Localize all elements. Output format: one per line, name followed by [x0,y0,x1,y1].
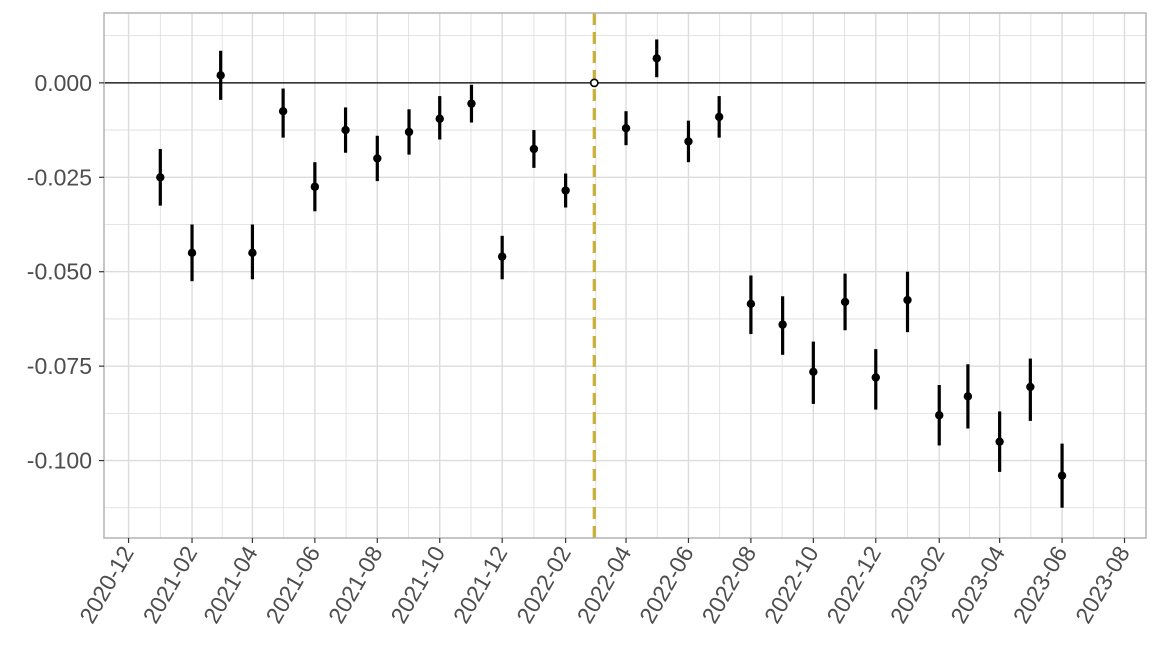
y-tick-label: -0.100 [27,448,92,474]
point-marker [935,411,944,420]
point-marker [467,99,476,108]
point-marker [278,107,288,116]
reference-lines [104,13,1146,538]
point-marker [778,320,787,329]
point-marker [1057,471,1067,480]
point-marker [187,248,197,258]
point-marker [248,248,257,258]
point-marker [684,137,693,146]
point-marker [497,252,507,261]
y-tick-label: 0.000 [34,70,92,96]
y-tick-label: -0.025 [27,164,92,190]
point-marker [871,373,880,382]
point-marker [156,173,165,182]
point-marker [561,186,570,195]
reference-point-marker [589,78,599,88]
point-marker [840,297,850,307]
y-tick-label: -0.075 [27,353,92,379]
point-marker [529,144,539,154]
point-marker [621,123,631,133]
point-marker [1026,382,1035,392]
point-marker [963,392,973,401]
point-marker [746,299,756,309]
point-marker [995,437,1004,446]
point-marker [341,125,350,135]
data-points [156,39,1067,508]
point-marker [714,112,724,122]
point-marker [373,154,382,163]
point-marker [652,54,661,63]
point-marker [809,367,818,377]
point-marker [404,127,414,137]
point-marker [310,182,320,191]
point-marker [435,114,444,123]
point-marker [903,295,912,305]
point-marker [216,71,225,80]
panel-border [103,12,1147,539]
y-tick-label: -0.050 [27,259,92,285]
y-axis: 0.000 -0.025 -0.050 -0.075 -0.100 [27,70,104,474]
